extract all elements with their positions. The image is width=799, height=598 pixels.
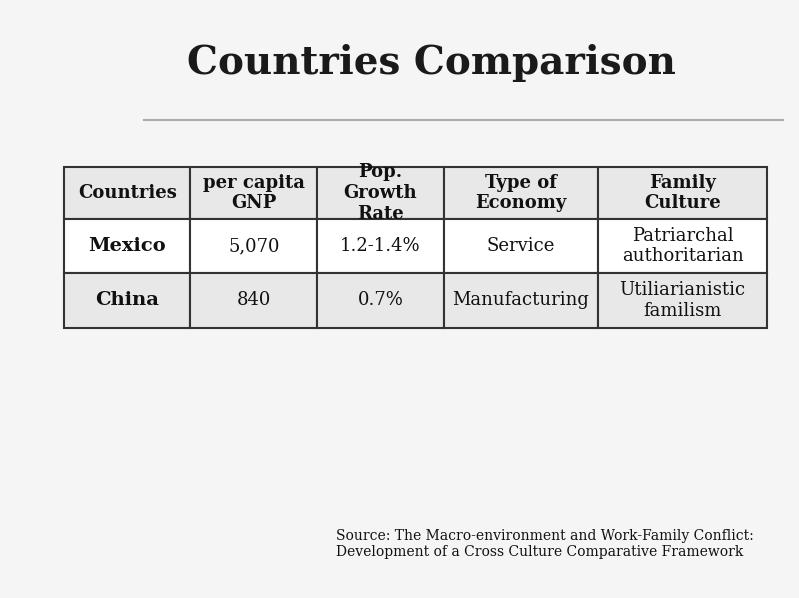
Bar — [317, 167, 443, 219]
Bar — [64, 273, 190, 328]
Bar — [64, 167, 190, 219]
Text: China: China — [95, 291, 159, 309]
Text: per capita
GNP: per capita GNP — [203, 173, 304, 212]
Bar — [598, 219, 767, 273]
Text: Pop.
Growth
Rate: Pop. Growth Rate — [344, 163, 417, 223]
Bar — [317, 219, 443, 273]
Text: Source: The Macro-environment and Work-Family Conflict:
Development of a Cross C: Source: The Macro-environment and Work-F… — [336, 529, 753, 559]
Bar — [64, 219, 190, 273]
Text: Utiliarianistic
familism: Utiliarianistic familism — [619, 281, 745, 320]
Text: Countries: Countries — [78, 184, 177, 202]
Bar — [190, 219, 317, 273]
Text: 5,070: 5,070 — [228, 237, 280, 255]
Text: 0.7%: 0.7% — [357, 291, 403, 309]
Bar — [443, 219, 598, 273]
Bar — [317, 273, 443, 328]
Text: 840: 840 — [237, 291, 271, 309]
Bar — [598, 167, 767, 219]
Text: Patriarchal
authoritarian: Patriarchal authoritarian — [622, 227, 744, 266]
Text: Family
Culture: Family Culture — [644, 173, 721, 212]
Bar — [190, 167, 317, 219]
Text: Countries Comparison: Countries Comparison — [187, 44, 676, 82]
Text: Manufacturing: Manufacturing — [452, 291, 590, 309]
Bar — [443, 167, 598, 219]
Bar — [190, 273, 317, 328]
Text: Service: Service — [487, 237, 555, 255]
Text: Mexico: Mexico — [89, 237, 166, 255]
Text: 1.2-1.4%: 1.2-1.4% — [340, 237, 420, 255]
Bar — [598, 273, 767, 328]
Bar — [443, 273, 598, 328]
Text: Type of
Economy: Type of Economy — [475, 173, 566, 212]
